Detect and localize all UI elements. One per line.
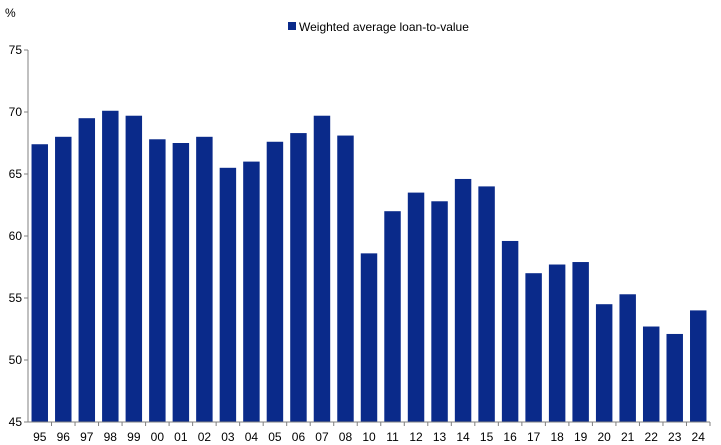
x-tick-label: 00 <box>151 430 165 444</box>
bar-24 <box>690 310 707 422</box>
x-tick-label: 10 <box>362 430 376 444</box>
bar-08 <box>337 135 354 422</box>
bar-00 <box>149 139 166 422</box>
bar-20 <box>595 304 613 422</box>
x-tick-label: 15 <box>480 430 494 444</box>
x-tick-label: 96 <box>57 430 71 444</box>
y-tick-label: 45 <box>9 415 23 429</box>
x-tick-label: 12 <box>409 430 423 444</box>
y-tick-label: 60 <box>9 229 23 243</box>
y-tick-label: 70 <box>9 105 23 119</box>
x-tick-label: 19 <box>574 430 588 444</box>
x-axis-ticks: 95 96 97 98 99 00 01 02 03 04 05 06 07 08 10 11 12 13 14 15… <box>33 422 711 444</box>
x-tick-label: 06 <box>292 430 306 444</box>
bar-18 <box>548 264 566 422</box>
bar-21 <box>619 294 636 422</box>
x-tick-label: 22 <box>645 430 659 444</box>
x-tick-label: 99 <box>127 430 141 444</box>
x-tick-label: 13 <box>433 430 447 444</box>
x-tick-label: 04 <box>245 430 259 444</box>
bar-99 <box>125 115 143 422</box>
bar-07 <box>313 115 331 422</box>
bar-23 <box>666 333 683 422</box>
bar-03 <box>219 167 237 422</box>
bar-16 <box>501 240 519 422</box>
x-tick-label: 05 <box>268 430 282 444</box>
bar-13 <box>431 201 448 422</box>
bar-02 <box>196 136 213 423</box>
y-tick-label: 55 <box>9 291 23 305</box>
x-tick-label: 23 <box>668 430 682 444</box>
bar-01 <box>172 143 190 422</box>
x-tick-label: 98 <box>104 430 118 444</box>
x-tick-label: 97 <box>80 430 94 444</box>
bar-05 <box>266 141 284 422</box>
y-tick-label: 50 <box>9 353 23 367</box>
x-tick-label: 08 <box>339 430 353 444</box>
bar-04 <box>243 161 260 422</box>
x-tick-label: 20 <box>597 430 611 444</box>
x-tick-label: 21 <box>621 430 635 444</box>
x-tick-label: 03 <box>221 430 235 444</box>
x-tick-label: 24 <box>692 430 706 444</box>
bar-15 <box>478 186 495 422</box>
x-tick-label: 01 <box>174 430 188 444</box>
x-tick-label: 16 <box>503 430 517 444</box>
bar-98 <box>102 110 119 422</box>
bar-06 <box>290 133 307 422</box>
x-tick-label: 02 <box>198 430 212 444</box>
bar-series <box>31 110 707 423</box>
bar-12 <box>407 192 425 422</box>
bar-22 <box>642 326 660 422</box>
legend-swatch <box>288 22 296 30</box>
x-tick-label: 14 <box>456 430 470 444</box>
bar-14 <box>454 178 472 422</box>
bar-10 <box>360 253 378 422</box>
y-axis-ticks: 45 50 55 60 65 70 75 <box>9 43 28 429</box>
legend: Weighted average loan-to-value <box>288 20 469 34</box>
bar-97 <box>78 118 96 422</box>
bar-11 <box>384 211 401 422</box>
y-tick-label: 65 <box>9 167 23 181</box>
bar-17 <box>525 273 542 422</box>
x-tick-label: 95 <box>33 430 47 444</box>
x-tick-label: 11 <box>386 430 399 444</box>
x-tick-label: 17 <box>527 430 541 444</box>
bar-19 <box>572 262 589 422</box>
y-tick-label: 75 <box>9 43 23 57</box>
y-axis-unit-label: % <box>5 6 16 20</box>
x-tick-label: 18 <box>550 430 564 444</box>
bar-95 <box>31 144 48 423</box>
legend-label: Weighted average loan-to-value <box>299 20 469 34</box>
bar-96 <box>55 136 72 423</box>
x-tick-label: 07 <box>315 430 329 444</box>
